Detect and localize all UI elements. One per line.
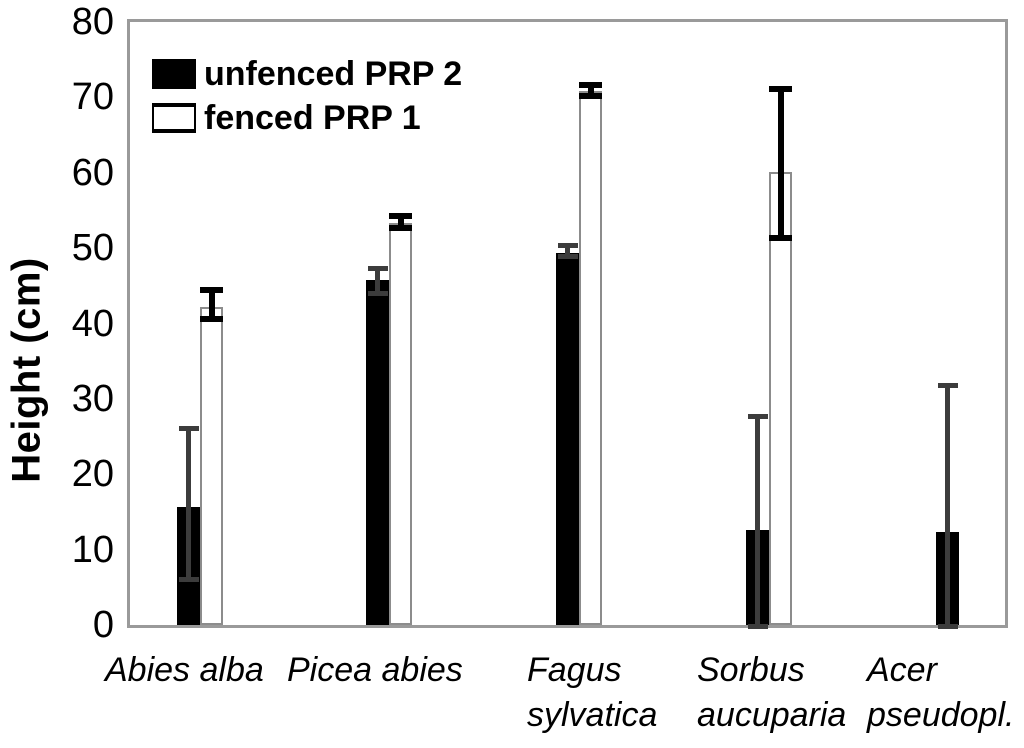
error-bar-cap-bottom xyxy=(557,254,578,260)
legend: unfenced PRP 2 fenced PRP 1 xyxy=(152,52,462,140)
legend-row-unfenced: unfenced PRP 2 xyxy=(152,52,462,96)
error-bar-cap-bottom xyxy=(769,234,792,241)
y-tick-label: 40 xyxy=(71,302,114,345)
error-bar-cap-top xyxy=(557,242,578,248)
y-tick-label: 80 xyxy=(71,1,114,43)
error-bar-cap-top xyxy=(937,383,958,389)
y-tick-label: 60 xyxy=(71,151,114,194)
bar-unfenced xyxy=(366,279,389,625)
error-bar-line xyxy=(208,287,215,322)
error-bar-line xyxy=(945,383,950,629)
error-bar-line xyxy=(587,82,594,99)
error-bar-cap-top xyxy=(367,266,388,272)
error-bar-cap-top xyxy=(200,287,223,294)
error-bar-cap-top xyxy=(579,82,602,89)
y-axis-title: Height (cm) xyxy=(4,257,49,483)
error-bar-cap-top xyxy=(389,213,412,220)
error-bar-cap-top xyxy=(178,426,199,431)
y-tick-label: 10 xyxy=(71,528,114,571)
legend-swatch-unfenced-icon xyxy=(152,59,196,89)
x-category-label: Picea abies xyxy=(287,651,463,689)
bar-fenced xyxy=(200,306,223,625)
error-bar-cap-bottom xyxy=(937,623,958,629)
y-tick-label: 0 xyxy=(92,604,114,646)
x-category-label: Sorbus aucuparia xyxy=(697,651,847,734)
y-tick-label: 50 xyxy=(71,227,114,270)
bar-fenced xyxy=(579,91,602,625)
error-bar-line xyxy=(375,266,380,297)
error-bar-line xyxy=(397,213,404,231)
plot-inner xyxy=(130,22,1005,629)
error-bar-line xyxy=(777,86,784,241)
legend-swatch-fenced-icon xyxy=(152,103,196,133)
error-bar-cap-bottom xyxy=(389,224,412,231)
x-category-label: Fagus sylvatica xyxy=(527,651,658,734)
x-category-label: Acer pseudopl. xyxy=(867,651,1015,734)
x-category-label: Abies alba xyxy=(105,651,264,689)
error-bar-line xyxy=(186,426,191,583)
bar-fenced xyxy=(389,223,412,625)
bar-unfenced xyxy=(556,253,579,625)
error-bar-line xyxy=(565,242,570,260)
y-tick-label: 30 xyxy=(71,377,114,420)
error-bar-cap-bottom xyxy=(579,92,602,99)
legend-label-unfenced: unfenced PRP 2 xyxy=(204,54,463,93)
error-bar-cap-bottom xyxy=(747,623,768,629)
legend-label-fenced: fenced PRP 1 xyxy=(204,98,421,137)
error-bar-cap-bottom xyxy=(178,577,199,583)
y-tick-label: 20 xyxy=(71,453,114,496)
error-bar-cap-top xyxy=(769,86,792,93)
y-tick-label: 70 xyxy=(71,76,114,119)
legend-row-fenced: fenced PRP 1 xyxy=(152,96,462,140)
error-bar-line xyxy=(755,413,760,629)
error-bar-cap-bottom xyxy=(367,291,388,297)
plot-area: unfenced PRP 2 fenced PRP 1 xyxy=(127,19,1008,629)
error-bar-cap-bottom xyxy=(200,315,223,322)
error-bar-cap-top xyxy=(747,413,768,419)
